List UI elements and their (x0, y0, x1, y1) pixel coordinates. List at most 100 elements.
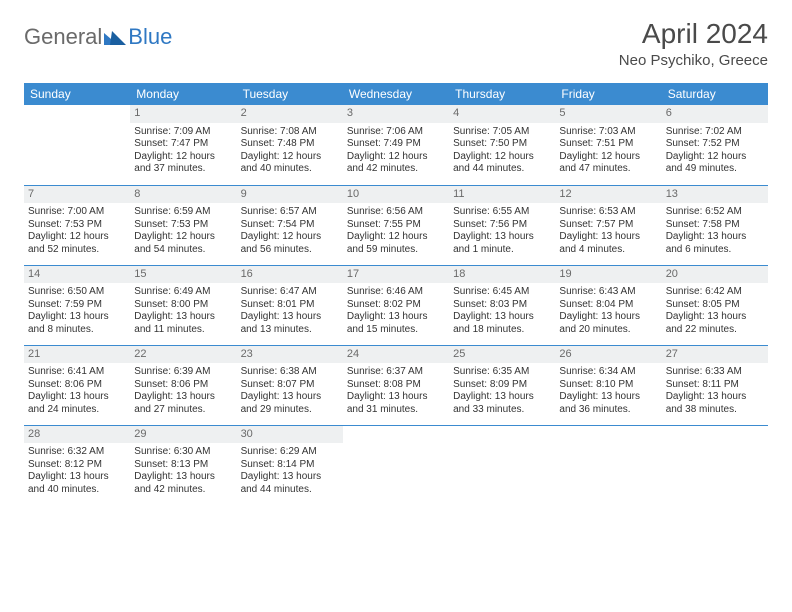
day-number: 6 (662, 105, 768, 123)
sunset-line: Sunset: 8:11 PM (666, 379, 764, 392)
sunrise-line: Sunrise: 6:33 AM (666, 366, 764, 379)
daylight-line: Daylight: 13 hours and 24 minutes. (28, 391, 126, 416)
sunrise-line: Sunrise: 6:42 AM (666, 286, 764, 299)
day-number: 24 (343, 346, 449, 364)
day-cell: 27Sunrise: 6:33 AMSunset: 8:11 PMDayligh… (662, 345, 768, 425)
day-cell: 2Sunrise: 7:08 AMSunset: 7:48 PMDaylight… (237, 105, 343, 185)
sunrise-line: Sunrise: 6:35 AM (453, 366, 551, 379)
day-cell (24, 105, 130, 185)
day-number: 17 (343, 266, 449, 284)
day-number: 11 (449, 186, 555, 204)
day-cell (449, 425, 555, 505)
day-cell: 7Sunrise: 7:00 AMSunset: 7:53 PMDaylight… (24, 185, 130, 265)
daylight-line: Daylight: 13 hours and 1 minute. (453, 231, 551, 256)
sunset-line: Sunset: 8:09 PM (453, 379, 551, 392)
day-number: 22 (130, 346, 236, 364)
day-cell: 11Sunrise: 6:55 AMSunset: 7:56 PMDayligh… (449, 185, 555, 265)
daylight-line: Daylight: 12 hours and 59 minutes. (347, 231, 445, 256)
day-cell: 28Sunrise: 6:32 AMSunset: 8:12 PMDayligh… (24, 425, 130, 505)
day-cell: 23Sunrise: 6:38 AMSunset: 8:07 PMDayligh… (237, 345, 343, 425)
day-cell: 6Sunrise: 7:02 AMSunset: 7:52 PMDaylight… (662, 105, 768, 185)
week-row: 1Sunrise: 7:09 AMSunset: 7:47 PMDaylight… (24, 105, 768, 185)
day-cell: 21 Sunrise: 6:41 AMSunset: 8:06 PMDayligh… (24, 345, 130, 425)
day-number: 18 (449, 266, 555, 284)
day-cell: 13Sunrise: 6:52 AMSunset: 7:58 PMDayligh… (662, 185, 768, 265)
day-cell (343, 425, 449, 505)
day-cell: 15Sunrise: 6:49 AMSunset: 8:00 PMDayligh… (130, 265, 236, 345)
daylight-line: Daylight: 13 hours and 33 minutes. (453, 391, 551, 416)
sunrise-line: Sunrise: 7:08 AM (241, 126, 339, 139)
day-number: 2 (237, 105, 343, 123)
day-cell: 17Sunrise: 6:46 AMSunset: 8:02 PMDayligh… (343, 265, 449, 345)
sunset-line: Sunset: 8:00 PM (134, 299, 232, 312)
sunrise-line: Sunrise: 6:45 AM (453, 286, 551, 299)
daylight-line: Daylight: 13 hours and 38 minutes. (666, 391, 764, 416)
sunset-line: Sunset: 7:50 PM (453, 138, 551, 151)
day-cell: 5Sunrise: 7:03 AMSunset: 7:51 PMDaylight… (555, 105, 661, 185)
sunset-line: Sunset: 8:06 PM (28, 379, 126, 392)
sunrise-line: Sunrise: 7:00 AM (28, 206, 126, 219)
day-cell: 16Sunrise: 6:47 AMSunset: 8:01 PMDayligh… (237, 265, 343, 345)
day-cell: 26Sunrise: 6:34 AMSunset: 8:10 PMDayligh… (555, 345, 661, 425)
sunrise-line: Sunrise: 6:53 AM (559, 206, 657, 219)
daylight-line: Daylight: 13 hours and 31 minutes. (347, 391, 445, 416)
sunset-line: Sunset: 7:58 PM (666, 219, 764, 232)
day-number: 30 (237, 426, 343, 444)
day-number: 8 (130, 186, 236, 204)
title-block: April 2024 Neo Psychiko, Greece (619, 18, 768, 69)
sunrise-line: Sunrise: 6:29 AM (241, 446, 339, 459)
day-cell: 4Sunrise: 7:05 AMSunset: 7:50 PMDaylight… (449, 105, 555, 185)
logo-triangle-icon (104, 29, 126, 45)
daylight-line: Daylight: 12 hours and 37 minutes. (134, 151, 232, 176)
day-cell: 12Sunrise: 6:53 AMSunset: 7:57 PMDayligh… (555, 185, 661, 265)
sunset-line: Sunset: 8:03 PM (453, 299, 551, 312)
day-number: 14 (24, 266, 130, 284)
sunrise-line: Sunrise: 6:43 AM (559, 286, 657, 299)
day-number: 21 (24, 346, 130, 364)
sunset-line: Sunset: 8:04 PM (559, 299, 657, 312)
day-cell: 22Sunrise: 6:39 AMSunset: 8:06 PMDayligh… (130, 345, 236, 425)
day-cell: 19 Sunrise: 6:43 AMSunset: 8:04 PMDayligh… (555, 265, 661, 345)
sunset-line: Sunset: 8:14 PM (241, 459, 339, 472)
day-number: 19 (555, 266, 661, 284)
logo-text-general: General (24, 24, 102, 50)
sunrise-line: Sunrise: 6:46 AM (347, 286, 445, 299)
sunset-line: Sunset: 7:53 PM (28, 219, 126, 232)
location: Neo Psychiko, Greece (619, 52, 768, 69)
sunset-line: Sunset: 8:07 PM (241, 379, 339, 392)
sunset-line: Sunset: 8:12 PM (28, 459, 126, 472)
day-cell: 1Sunrise: 7:09 AMSunset: 7:47 PMDaylight… (130, 105, 236, 185)
day-number: 13 (662, 186, 768, 204)
dayname-fri: Friday (555, 83, 661, 105)
sunset-line: Sunset: 7:47 PM (134, 138, 232, 151)
sunrise-line: Sunrise: 6:34 AM (559, 366, 657, 379)
day-cell: 9Sunrise: 6:57 AMSunset: 7:54 PMDaylight… (237, 185, 343, 265)
day-cell: 24Sunrise: 6:37 AMSunset: 8:08 PMDayligh… (343, 345, 449, 425)
day-number: 9 (237, 186, 343, 204)
sunrise-line: Sunrise: 6:41 AM (28, 366, 126, 379)
dayname-thu: Thursday (449, 83, 555, 105)
sunset-line: Sunset: 8:01 PM (241, 299, 339, 312)
sunset-line: Sunset: 7:51 PM (559, 138, 657, 151)
daylight-line: Daylight: 12 hours and 49 minutes. (666, 151, 764, 176)
sunset-line: Sunset: 7:54 PM (241, 219, 339, 232)
sunset-line: Sunset: 8:08 PM (347, 379, 445, 392)
day-cell: 8Sunrise: 6:59 AMSunset: 7:53 PMDaylight… (130, 185, 236, 265)
day-number: 16 (237, 266, 343, 284)
day-number: 10 (343, 186, 449, 204)
day-cell: 18Sunrise: 6:45 AMSunset: 8:03 PMDayligh… (449, 265, 555, 345)
day-number: 4 (449, 105, 555, 123)
sunset-line: Sunset: 7:56 PM (453, 219, 551, 232)
logo: General Blue (24, 18, 172, 50)
daylight-line: Daylight: 13 hours and 20 minutes. (559, 311, 657, 336)
dayname-sun: Sunday (24, 83, 130, 105)
sunrise-line: Sunrise: 6:56 AM (347, 206, 445, 219)
sunrise-line: Sunrise: 7:02 AM (666, 126, 764, 139)
week-row: 7Sunrise: 7:00 AMSunset: 7:53 PMDaylight… (24, 185, 768, 265)
day-cell (555, 425, 661, 505)
dayname-row: Sunday Monday Tuesday Wednesday Thursday… (24, 83, 768, 105)
calendar-table: Sunday Monday Tuesday Wednesday Thursday… (24, 83, 768, 505)
month-title: April 2024 (619, 18, 768, 50)
day-cell: 25Sunrise: 6:35 AMSunset: 8:09 PMDayligh… (449, 345, 555, 425)
day-cell: 29Sunrise: 6:30 AMSunset: 8:13 PMDayligh… (130, 425, 236, 505)
